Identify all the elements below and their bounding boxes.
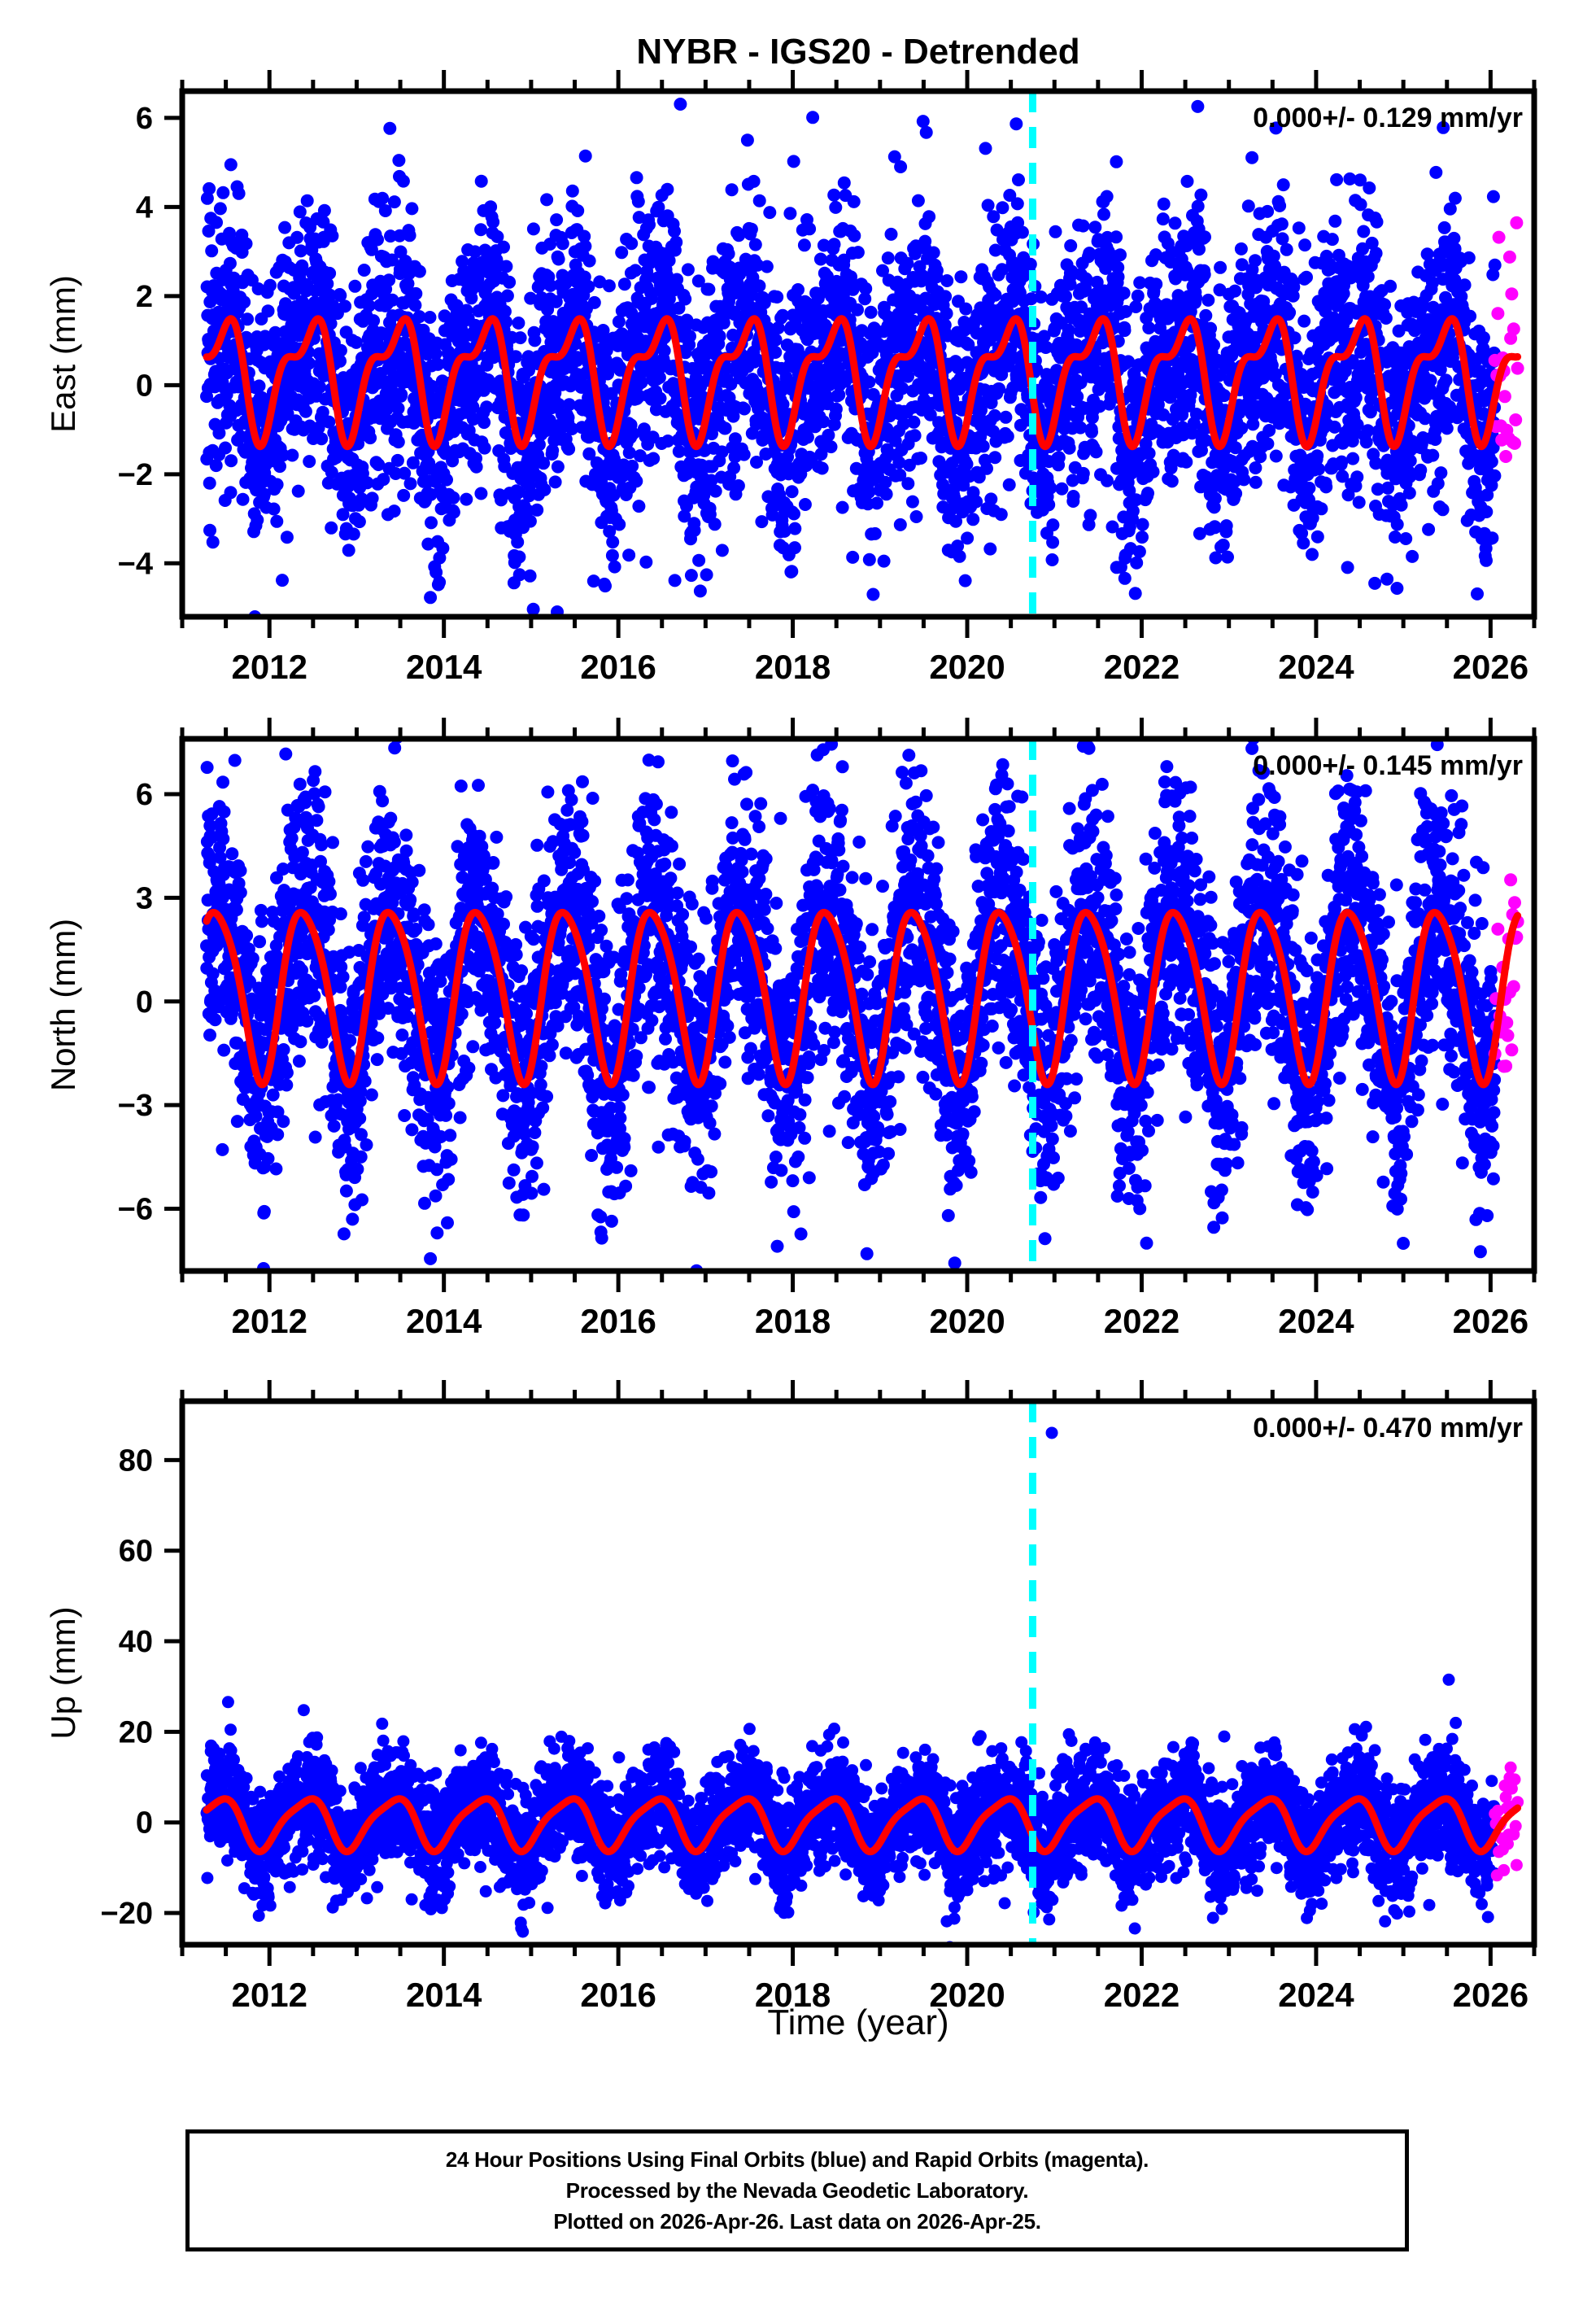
ytick-label: 2 [136, 280, 153, 314]
caption-line-3: Plotted on 2026-Apr-26. Last data on 202… [553, 2209, 1041, 2234]
xtick-label: 2012 [232, 1976, 307, 2014]
ytick-label: −6 [118, 1193, 153, 1227]
ytick-label: 60 [119, 1535, 153, 1569]
xtick-label: 2018 [755, 648, 831, 686]
panel-up-data [200, 1401, 1524, 1945]
xtick-label: 2016 [580, 1976, 656, 2014]
xtick-label: 2016 [580, 1302, 656, 1340]
ytick-label: −4 [118, 547, 153, 581]
panel-north-data [200, 739, 1524, 1271]
ytick-label: 6 [136, 778, 153, 812]
chart-title: NYBR - IGS20 - Detrended [636, 32, 1079, 72]
panel-east-frame [179, 88, 1537, 620]
xtick-label: 2022 [1104, 1976, 1180, 2014]
caption-line-2: Processed by the Nevada Geodetic Laborat… [565, 2178, 1029, 2203]
panel-north-frame [179, 736, 1537, 1274]
xaxis-label: Time (year) [767, 2002, 948, 2042]
ytick-label: 0 [136, 1806, 153, 1841]
xtick-label: 2026 [1453, 1302, 1528, 1340]
xtick-label: 2012 [232, 648, 307, 686]
xtick-label: 2014 [406, 1302, 482, 1340]
xtick-label: 2024 [1278, 1976, 1354, 2014]
ytick-label: 0 [136, 985, 153, 1020]
ytick-label: 40 [119, 1625, 153, 1659]
outlier-point [1045, 1426, 1058, 1439]
ytick-label: 3 [136, 881, 153, 915]
ytick-label: 80 [119, 1443, 153, 1478]
ytick-label: 6 [136, 102, 153, 136]
panel-east-rate-annotation: 0.000+/- 0.129 mm/yr [1253, 103, 1523, 133]
xtick-label: 2024 [1278, 648, 1354, 686]
panel-east: 6 4 2 0 −2 −4 East (mm) 2012 2014 2016 2018 2020 202… [44, 70, 1537, 686]
ytick-label: −20 [101, 1897, 153, 1931]
xtick-label: 2018 [755, 1302, 831, 1340]
model-fit-line [203, 908, 1522, 1089]
xtick-label: 2014 [406, 648, 482, 686]
caption-line-1: 24 Hour Positions Using Final Orbits (bl… [445, 2147, 1149, 2172]
ytick-label: −2 [118, 458, 153, 492]
series-final-orbits [200, 98, 1502, 617]
panel-north-ylabel: North (mm) [44, 919, 82, 1091]
xtick-label: 2014 [406, 1976, 482, 2014]
xtick-label: 2016 [580, 648, 656, 686]
xtick-label: 2026 [1453, 1976, 1528, 2014]
xtick-label: 2022 [1104, 1302, 1180, 1340]
panel-up-ylabel: Up (mm) [44, 1606, 82, 1739]
model-fit-line [203, 315, 1522, 451]
series-final-orbits [200, 739, 1502, 1271]
ytick-label: 4 [136, 190, 153, 225]
ytick-label: 0 [136, 369, 153, 403]
xtick-label: 2026 [1453, 648, 1528, 686]
xtick-label: 2020 [929, 1302, 1005, 1340]
xtick-label: 2012 [232, 1302, 307, 1340]
panel-east-data [200, 91, 1524, 617]
xtick-label: 2022 [1104, 648, 1180, 686]
panel-up-frame [179, 1398, 1537, 1948]
ytick-label: 20 [119, 1715, 153, 1749]
xtick-label: 2024 [1278, 1302, 1354, 1340]
model-fit-line [203, 1795, 1522, 1856]
ytick-label: −3 [118, 1089, 153, 1123]
xtick-label: 2020 [929, 1976, 1005, 2014]
panel-up-rate-annotation: 0.000+/- 0.470 mm/yr [1253, 1413, 1523, 1443]
xtick-label: 2020 [929, 648, 1005, 686]
panel-east-ylabel: East (mm) [44, 275, 82, 433]
series-rapid-orbits [1488, 216, 1524, 463]
panel-up: 80 60 40 20 0 −20 Up (mm) 2012 2014 2016 2018 2020 2… [44, 1380, 1537, 2014]
panel-north: 6 3 0 −3 −6 North (mm) 2012 2014 2016 2018 2020 202… [44, 718, 1537, 1340]
caption-box: 24 Hour Positions Using Final Orbits (bl… [185, 2129, 1409, 2251]
xtick-label: 2018 [755, 1976, 831, 2014]
panel-north-rate-annotation: 0.000+/- 0.145 mm/yr [1253, 750, 1523, 781]
